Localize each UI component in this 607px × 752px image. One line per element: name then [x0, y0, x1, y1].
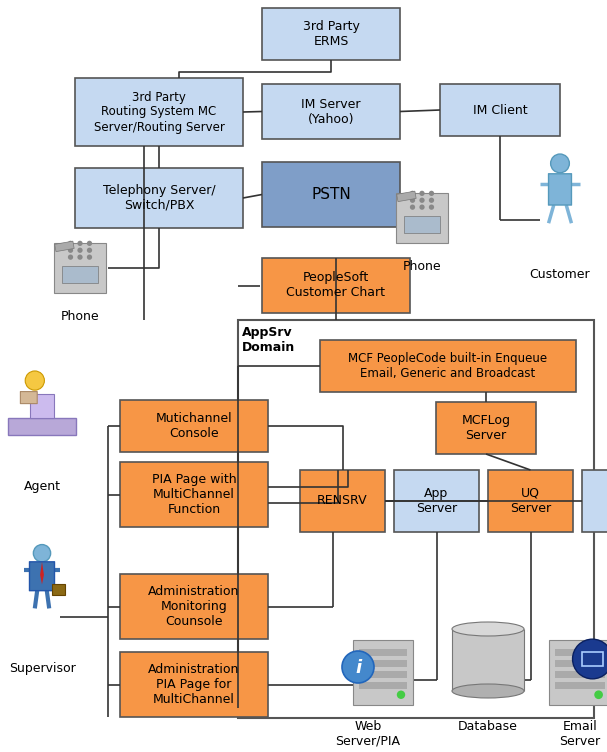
- Text: IM Client: IM Client: [473, 104, 527, 117]
- FancyBboxPatch shape: [21, 392, 37, 404]
- Circle shape: [572, 639, 607, 679]
- Text: IM Server
(Yahoo): IM Server (Yahoo): [301, 98, 361, 126]
- Text: i: i: [355, 659, 361, 677]
- Circle shape: [87, 241, 92, 246]
- Circle shape: [594, 690, 603, 699]
- Bar: [8, 418, 76, 435]
- Bar: [75, 168, 243, 228]
- Circle shape: [77, 254, 83, 259]
- Bar: [30, 394, 54, 418]
- Bar: [404, 216, 441, 233]
- Bar: [555, 682, 605, 689]
- Bar: [359, 649, 407, 656]
- Bar: [262, 8, 400, 60]
- Circle shape: [551, 154, 569, 173]
- FancyBboxPatch shape: [30, 562, 55, 590]
- Bar: [61, 265, 98, 283]
- Circle shape: [68, 247, 73, 253]
- Text: Phone: Phone: [61, 310, 100, 323]
- Circle shape: [410, 191, 415, 196]
- Bar: [55, 241, 74, 252]
- Bar: [394, 470, 479, 532]
- Bar: [359, 660, 407, 667]
- Bar: [120, 652, 268, 717]
- Circle shape: [25, 371, 44, 390]
- Text: Supervisor: Supervisor: [8, 662, 75, 675]
- Text: PIA Page with
MultiChannel
Function: PIA Page with MultiChannel Function: [152, 473, 236, 516]
- Bar: [53, 244, 106, 293]
- Circle shape: [77, 247, 83, 253]
- Bar: [320, 340, 576, 392]
- Bar: [440, 84, 560, 136]
- Circle shape: [397, 690, 405, 699]
- Text: MCF PeopleCode built-in Enqueue
Email, Generic and Broadcast: MCF PeopleCode built-in Enqueue Email, G…: [348, 352, 548, 380]
- Text: PeopleSoft
Customer Chart: PeopleSoft Customer Chart: [287, 271, 385, 299]
- Text: Administration
Monitoring
Counsole: Administration Monitoring Counsole: [148, 585, 240, 628]
- Circle shape: [77, 241, 83, 246]
- Text: RENSRV: RENSRV: [317, 495, 368, 508]
- Bar: [555, 649, 605, 656]
- Circle shape: [410, 205, 415, 210]
- Circle shape: [68, 254, 73, 259]
- Bar: [262, 162, 400, 227]
- Bar: [549, 639, 607, 705]
- Ellipse shape: [452, 622, 524, 636]
- Circle shape: [429, 191, 434, 196]
- Bar: [238, 320, 594, 718]
- Text: 3rd Party
Routing System MC
Server/Routing Server: 3rd Party Routing System MC Server/Routi…: [93, 90, 225, 134]
- Text: 3rd Party
ERMS: 3rd Party ERMS: [302, 20, 359, 48]
- Circle shape: [429, 198, 434, 203]
- Ellipse shape: [452, 684, 524, 698]
- Text: Database: Database: [458, 720, 518, 733]
- Text: UQ
Server: UQ Server: [510, 487, 551, 515]
- Circle shape: [429, 205, 434, 210]
- Text: App
Server: App Server: [416, 487, 457, 515]
- Text: Customer: Customer: [530, 268, 591, 281]
- FancyBboxPatch shape: [549, 174, 571, 205]
- Bar: [120, 400, 268, 452]
- Bar: [582, 470, 607, 532]
- Bar: [52, 584, 65, 595]
- Bar: [359, 672, 407, 678]
- Text: PSTN: PSTN: [311, 187, 351, 202]
- Text: Email
Server: Email Server: [560, 720, 600, 748]
- Circle shape: [87, 247, 92, 253]
- Bar: [582, 652, 603, 666]
- Circle shape: [419, 191, 425, 196]
- Bar: [555, 660, 605, 667]
- Circle shape: [410, 198, 415, 203]
- Bar: [120, 574, 268, 639]
- Circle shape: [68, 241, 73, 246]
- Bar: [555, 672, 605, 678]
- Text: MCFLog
Server: MCFLog Server: [461, 414, 510, 442]
- Text: Web
Server/PIA: Web Server/PIA: [336, 720, 401, 748]
- Bar: [75, 78, 243, 146]
- Bar: [262, 84, 400, 139]
- Text: Agent: Agent: [24, 480, 61, 493]
- Circle shape: [419, 205, 425, 210]
- Bar: [396, 193, 449, 243]
- Text: AppSrv
Domain: AppSrv Domain: [242, 326, 295, 354]
- Bar: [452, 629, 524, 691]
- Circle shape: [33, 544, 50, 562]
- Bar: [436, 402, 536, 454]
- Text: Mutichannel
Console: Mutichannel Console: [155, 412, 232, 440]
- Text: Phone: Phone: [402, 260, 441, 273]
- Circle shape: [342, 651, 374, 683]
- Bar: [359, 682, 407, 689]
- Polygon shape: [40, 562, 44, 584]
- Circle shape: [87, 254, 92, 259]
- Text: Administration
PIA Page for
MultiChannel: Administration PIA Page for MultiChannel: [148, 663, 240, 706]
- Text: Telephony Server/
Switch/PBX: Telephony Server/ Switch/PBX: [103, 184, 215, 212]
- Bar: [488, 470, 573, 532]
- Bar: [300, 470, 385, 532]
- Circle shape: [419, 198, 425, 203]
- Bar: [262, 258, 410, 313]
- Bar: [397, 191, 416, 202]
- Bar: [120, 462, 268, 527]
- Bar: [353, 639, 413, 705]
